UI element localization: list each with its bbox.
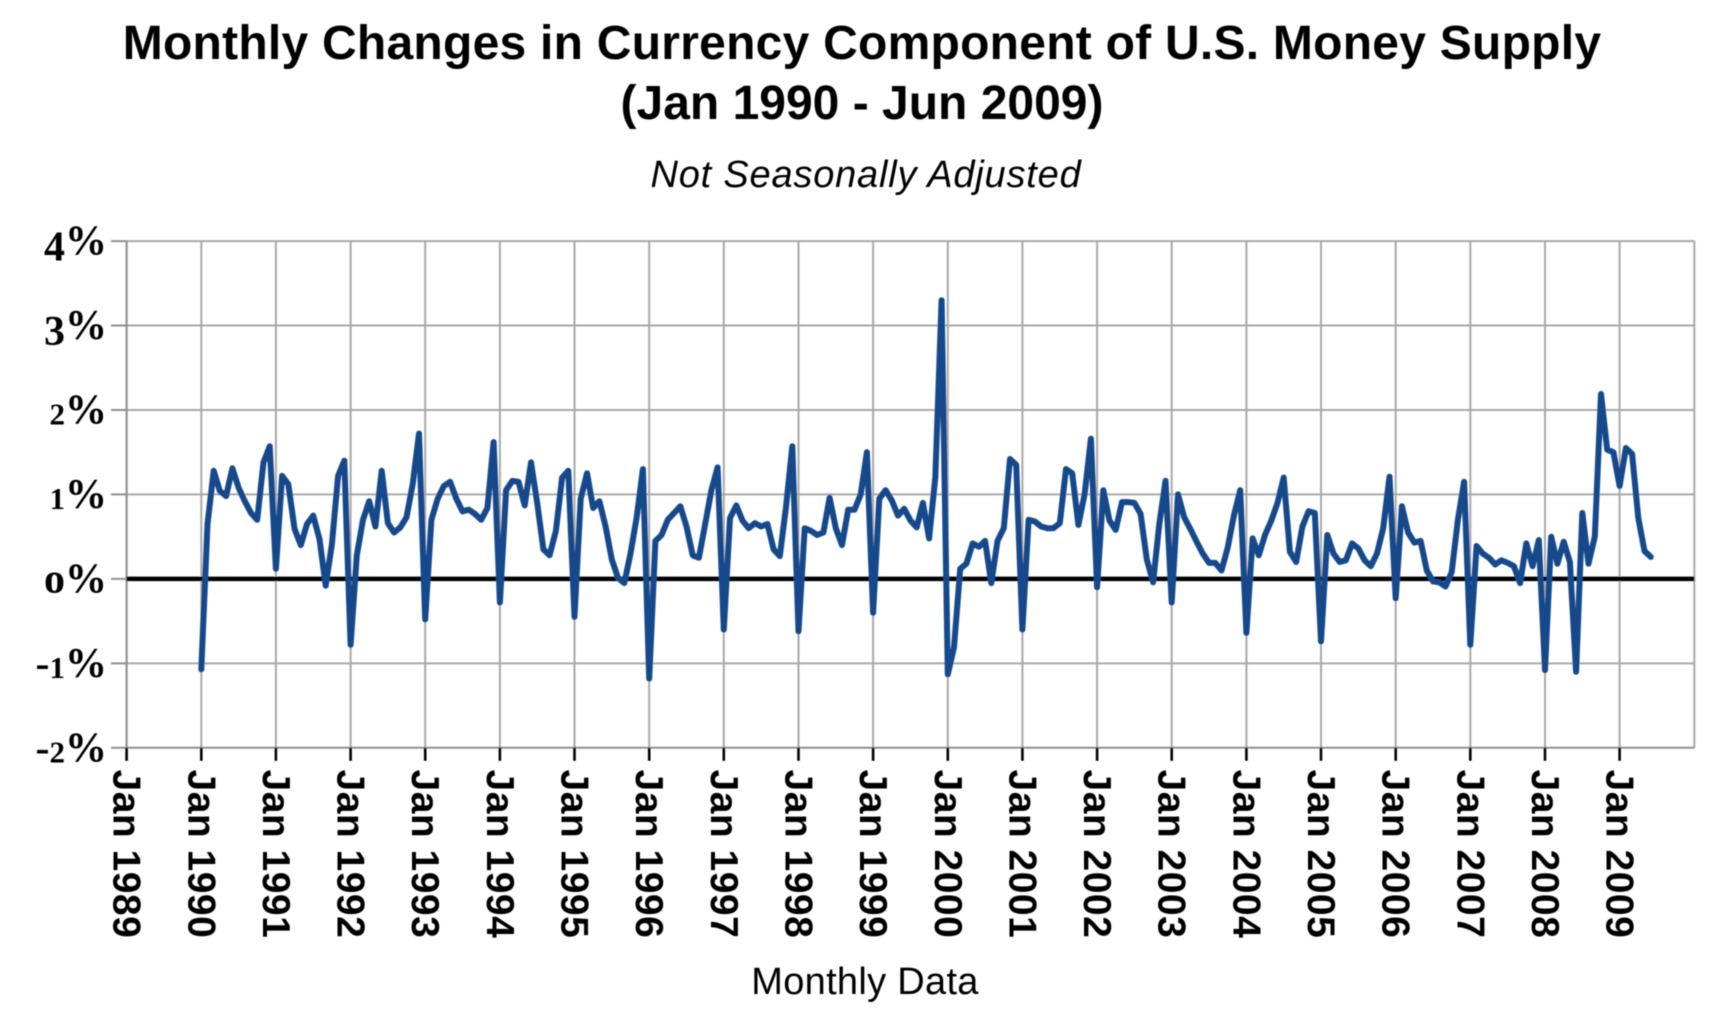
svg-text:Monthly Changes in Currency Co: Monthly Changes in Currency Component of… — [123, 17, 1602, 70]
svg-text:Jan 1989: Jan 1989 — [105, 770, 148, 939]
svg-text:Not Seasonally Adjusted: Not Seasonally Adjusted — [650, 154, 1082, 196]
svg-text:Jan 1999: Jan 1999 — [851, 770, 894, 939]
svg-text:Jan 2008: Jan 2008 — [1523, 770, 1566, 939]
svg-text:Jan 1994: Jan 1994 — [478, 770, 521, 939]
svg-text:Jan 1993: Jan 1993 — [403, 770, 446, 939]
svg-text:Jan 2002: Jan 2002 — [1075, 770, 1118, 939]
svg-text:-2%: -2% — [36, 725, 108, 771]
svg-text:2%: 2% — [50, 388, 108, 434]
svg-text:Jan 1991: Jan 1991 — [254, 770, 297, 939]
svg-text:Jan 2003: Jan 2003 — [1150, 770, 1193, 939]
svg-text:(Jan 1990 - Jun 2009): (Jan 1990 - Jun 2009) — [621, 77, 1104, 130]
svg-text:Jan 2000: Jan 2000 — [926, 770, 969, 939]
svg-text:Jan 1992: Jan 1992 — [329, 770, 372, 939]
svg-text:Jan 2009: Jan 2009 — [1598, 770, 1641, 939]
svg-text:4%: 4% — [44, 219, 107, 271]
svg-text:o%: o% — [44, 556, 107, 602]
svg-text:Jan 1998: Jan 1998 — [777, 770, 820, 939]
svg-text:-1%: -1% — [36, 641, 108, 687]
svg-text:3%: 3% — [44, 303, 107, 355]
svg-text:Jan 2007: Jan 2007 — [1448, 770, 1491, 939]
svg-text:1%: 1% — [50, 472, 108, 518]
svg-text:Jan 2005: Jan 2005 — [1299, 770, 1342, 939]
svg-text:Jan 2001: Jan 2001 — [1000, 770, 1043, 939]
svg-text:Monthly Data: Monthly Data — [751, 961, 979, 1003]
svg-text:Jan 2004: Jan 2004 — [1224, 770, 1267, 939]
svg-text:Jan 1997: Jan 1997 — [702, 770, 745, 939]
svg-text:Jan 1990: Jan 1990 — [179, 770, 222, 939]
svg-text:Jan 1995: Jan 1995 — [553, 770, 596, 939]
svg-text:Jan 1996: Jan 1996 — [627, 770, 670, 939]
svg-text:Jan 2006: Jan 2006 — [1374, 770, 1417, 939]
